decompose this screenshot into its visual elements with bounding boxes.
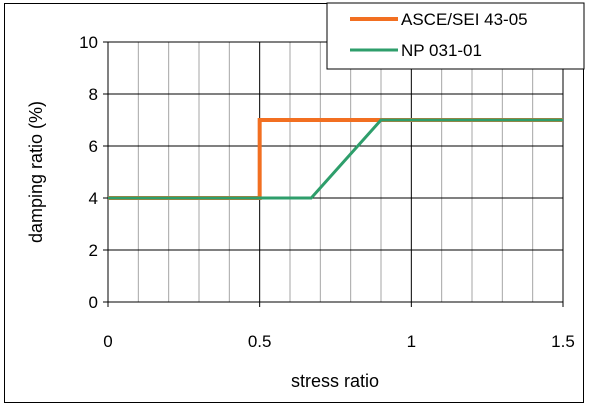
x-axis-label: stress ratio [291, 371, 379, 391]
y-tick-label: 6 [89, 137, 98, 156]
y-tick-label: 10 [79, 33, 98, 52]
legend: ASCE/SEI 43-05 NP 031-01 [326, 2, 585, 70]
y-tick-label: 8 [89, 85, 98, 104]
y-tick-label: 0 [89, 293, 98, 312]
y-tick-label: 4 [89, 189, 98, 208]
series-line-np [108, 118, 563, 200]
axes [103, 41, 564, 307]
y-tick-label: 2 [89, 241, 98, 260]
x-tick-label: 1 [407, 332, 416, 351]
legend-box [326, 2, 585, 70]
series-lines [108, 118, 563, 200]
legend-label-asce: ASCE/SEI 43-05 [401, 10, 528, 29]
x-tick-label: 0 [103, 332, 112, 351]
tick-labels: 0 2 4 6 8 10 0 0.5 1 1.5 [79, 33, 575, 351]
legend-label-np: NP 031-01 [401, 41, 482, 60]
y-axis-label: damping ratio (%) [26, 101, 46, 243]
x-tick-label: 0.5 [248, 332, 272, 351]
x-tick-label: 1.5 [551, 332, 575, 351]
